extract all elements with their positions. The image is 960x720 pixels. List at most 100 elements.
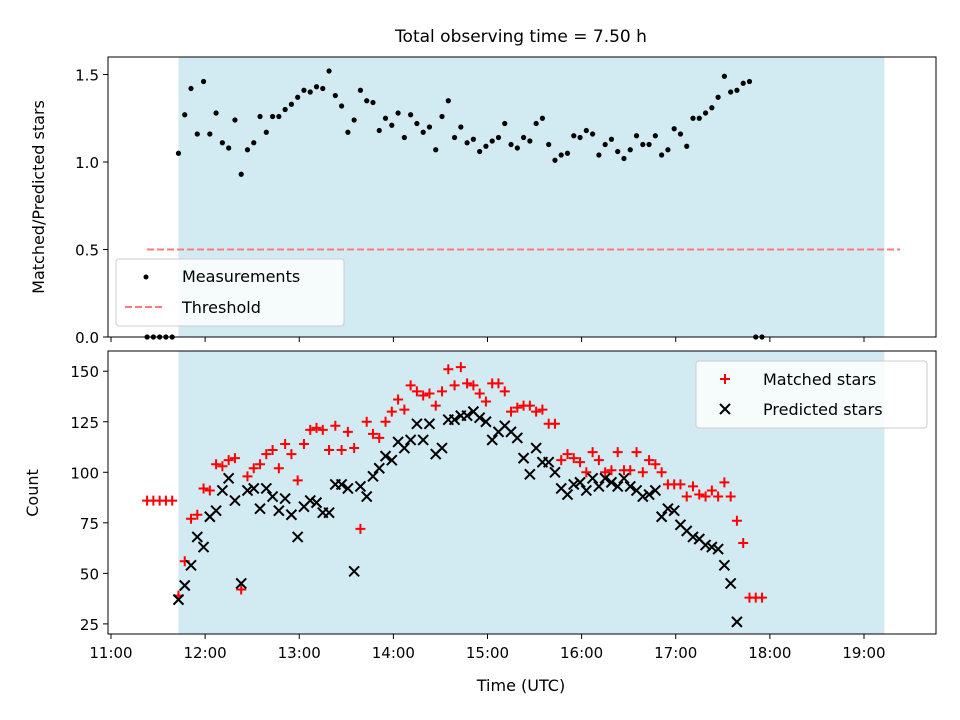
measurement-point xyxy=(207,131,213,137)
measurement-point xyxy=(364,98,370,104)
matched-star-point xyxy=(549,418,560,429)
matched-star-point xyxy=(606,465,617,476)
predicted-star-point xyxy=(342,482,354,495)
matched-star-point xyxy=(468,380,479,391)
predicted-star-point xyxy=(712,543,724,555)
predicted-star-point xyxy=(335,478,348,491)
predicted-star-point xyxy=(542,456,555,468)
matched-star-point xyxy=(600,467,611,478)
x-tick-label: 13:00 xyxy=(278,644,321,662)
matched-star-point xyxy=(411,386,422,397)
measurement-point xyxy=(539,115,546,121)
matched-star-point xyxy=(330,420,341,431)
measurement-point xyxy=(728,89,734,95)
predicted-star-point xyxy=(448,414,461,426)
matched-star-point xyxy=(706,485,717,496)
y-tick-label: 0.5 xyxy=(75,242,99,260)
measurement-point xyxy=(715,94,721,100)
measurement-point xyxy=(564,150,571,156)
measurement-point xyxy=(690,115,696,121)
legend-label-threshold: Threshold xyxy=(181,298,261,317)
predicted-star-point xyxy=(574,476,586,489)
measurement-point xyxy=(615,148,621,155)
measurement-point xyxy=(546,141,552,148)
predicted-star-point xyxy=(417,434,429,446)
predicted-star-point xyxy=(260,482,273,495)
legend-marker-matched xyxy=(720,374,730,384)
matched-star-point xyxy=(531,406,542,417)
predicted-star-point xyxy=(367,470,379,483)
predicted-star-point xyxy=(637,490,649,503)
measurement-point xyxy=(677,131,684,137)
x-tick-label: 18:00 xyxy=(748,644,791,662)
matched-star-point xyxy=(455,362,466,373)
predicted-star-point xyxy=(241,484,254,497)
predicted-star-point xyxy=(423,418,436,430)
measurement-point xyxy=(395,110,401,116)
matched-star-point xyxy=(367,428,378,439)
matched-star-point xyxy=(694,489,705,500)
measurement-point xyxy=(433,147,439,153)
predicted-star-point xyxy=(561,488,574,501)
predicted-star-point xyxy=(524,468,536,481)
measurement-point xyxy=(577,134,583,141)
predicted-star-point xyxy=(618,472,630,485)
predicted-star-point xyxy=(706,541,718,553)
matched-star-point xyxy=(587,447,598,458)
measurement-point xyxy=(646,141,652,148)
predicted-star-point xyxy=(348,565,360,578)
measurement-point xyxy=(602,141,608,148)
measurement-point xyxy=(426,124,433,130)
matched-star-point xyxy=(443,364,454,375)
measurement-point xyxy=(590,131,596,137)
predicted-star-point xyxy=(354,480,367,493)
matched-star-point xyxy=(336,445,347,456)
legend-x-mark xyxy=(719,403,731,415)
measurement-point xyxy=(659,152,665,158)
predicted-star-point xyxy=(386,454,398,466)
predicted-star-point xyxy=(404,434,417,446)
predicted-star-point xyxy=(624,480,636,493)
measurement-point xyxy=(571,133,577,139)
predicted-star-point xyxy=(254,502,266,515)
matched-star-point xyxy=(192,509,203,520)
measurement-point xyxy=(351,117,357,123)
measurement-point xyxy=(345,129,351,135)
x-tick-label: 17:00 xyxy=(654,644,697,662)
predicted-star-point xyxy=(668,504,680,517)
legend-box xyxy=(115,258,345,327)
predicted-star-point xyxy=(486,434,498,446)
measurement-point xyxy=(464,140,470,146)
measurement-point xyxy=(257,113,263,120)
bottom-axis-ticks: 25 50 75 100 125 150 11:00 12:00 13:00 14:00 15:00… xyxy=(70,363,885,662)
measurement-point xyxy=(313,84,320,90)
matched-star-point xyxy=(688,481,699,492)
y-tick-label: 50 xyxy=(80,565,99,583)
legend-top: Measurements Threshold xyxy=(115,258,345,327)
measurement-point xyxy=(320,85,326,92)
measurement-point xyxy=(213,110,219,116)
measurement-point xyxy=(470,136,476,142)
bottom-data-marks xyxy=(142,362,768,628)
predicted-star-point xyxy=(210,504,222,517)
x-tick-label: 15:00 xyxy=(466,644,509,662)
measurement-point xyxy=(219,140,225,146)
predicted-star-point xyxy=(373,462,385,474)
matched-star-point xyxy=(493,378,504,389)
measurement-point xyxy=(238,171,244,177)
matched-star-point xyxy=(399,404,410,415)
matched-star-point xyxy=(217,461,228,472)
matched-star-point xyxy=(273,463,284,474)
measurement-point xyxy=(458,124,464,130)
predicted-star-point xyxy=(216,484,229,497)
predicted-star-point xyxy=(461,409,473,422)
measurement-point xyxy=(633,133,640,139)
matched-star-point xyxy=(198,483,209,494)
matched-star-point xyxy=(738,538,749,549)
measurement-point xyxy=(295,94,301,100)
matched-star-point xyxy=(386,406,397,417)
measurement-point xyxy=(288,101,295,107)
predicted-star-point xyxy=(687,531,699,543)
predicted-star-point xyxy=(599,472,611,485)
